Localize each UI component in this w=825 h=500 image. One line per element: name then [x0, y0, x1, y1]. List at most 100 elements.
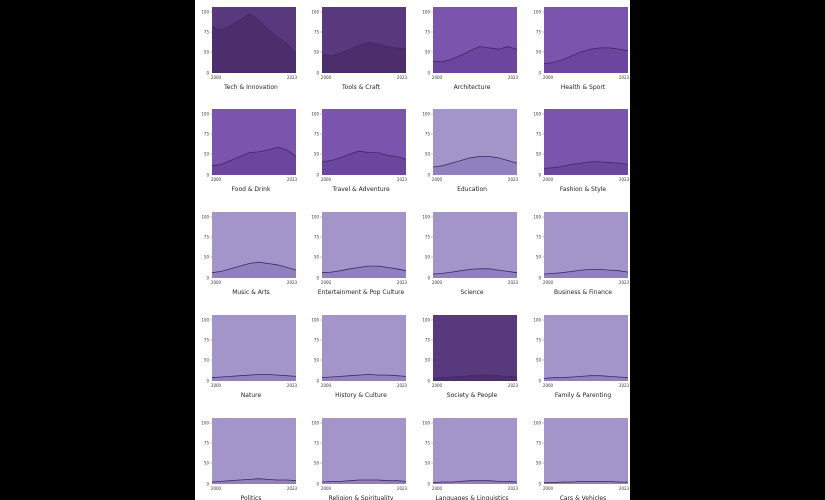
series-line: [321, 42, 407, 57]
y-tick-label: 75: [314, 132, 320, 137]
chart-cell: 100 75 50 0 2000 2023 Tools & Craft: [305, 2, 415, 102]
chart-title: Health & Sport: [560, 84, 606, 91]
y-tick-label: 0: [427, 173, 430, 178]
x-tick-label: 2000: [211, 280, 222, 285]
y-tick-label: 75: [204, 235, 210, 240]
chart-title: Tech & Innovation: [224, 84, 278, 91]
y-tick-label: 100: [311, 112, 319, 117]
y-tick-label: 100: [201, 112, 209, 117]
y-tick-label: 50: [204, 358, 210, 363]
area-series: [212, 13, 296, 74]
series-line: [321, 265, 407, 274]
plot-background: [212, 418, 296, 484]
series-line: [432, 480, 518, 484]
x-tick-label: 2000: [432, 280, 443, 285]
y-tick-label: 50: [425, 152, 431, 157]
plot-background: [433, 315, 517, 381]
x-tick-label: 2000: [321, 383, 332, 388]
y-tick-label: 0: [316, 276, 319, 281]
y-tick-label: 0: [206, 482, 209, 487]
area-series: [322, 374, 406, 381]
x-tick-label: 2023: [508, 383, 519, 388]
x-tick-label: 2000: [432, 383, 443, 388]
chart-cell: 100 75 50 0 2000 2023 Languages & Linguistics: [416, 413, 526, 500]
series-line: [432, 156, 518, 168]
chart-cell: 100 75 50 0 2000 2023 Cars & Vehicles: [527, 413, 630, 500]
y-tick-label: 0: [538, 173, 541, 178]
series-line: [321, 373, 407, 379]
chart-cell: 100 75 50 0 2000 2023 Business & Finance: [527, 207, 630, 307]
y-tick-label: 50: [204, 461, 210, 466]
x-tick-label: 2023: [508, 75, 519, 80]
chart-cell: 100 75 50 0 2000 2023 Food & Drink: [195, 104, 305, 204]
area-series: [322, 42, 406, 73]
y-tick-label: 75: [425, 441, 431, 446]
y-tick-label: 50: [536, 255, 542, 260]
chart-cell: 100 75 50 0 2000 2023 Religion & Spirituality: [305, 413, 415, 500]
chart-grid: 100 75 50 0 2000 2023 Tech & Innovation 100 75 50…: [195, 0, 630, 500]
x-tick-label: 2000: [543, 486, 554, 491]
area-series: [544, 47, 628, 73]
series-line: [211, 13, 297, 54]
y-tick-label: 0: [538, 379, 541, 384]
y-tick-label: 0: [538, 482, 541, 487]
y-tick-label: 75: [536, 235, 542, 240]
series-line: [211, 146, 297, 167]
x-tick-label: 2023: [619, 280, 630, 285]
y-tick-label: 50: [536, 50, 542, 55]
x-tick-label: 2000: [321, 280, 332, 285]
area-series: [212, 147, 296, 175]
y-tick-label: 75: [536, 441, 542, 446]
y-tick-label: 100: [311, 421, 319, 426]
y-tick-label: 50: [204, 255, 210, 260]
x-tick-label: 2000: [211, 177, 222, 182]
y-tick-label: 0: [206, 71, 209, 76]
chart-cell: 100 75 50 0 2000 2023 Nature: [195, 310, 305, 410]
y-tick-label: 0: [206, 276, 209, 281]
series-line: [321, 479, 407, 483]
y-tick-label: 75: [204, 441, 210, 446]
chart-title: Education: [457, 186, 487, 193]
series-line: [543, 375, 629, 379]
y-tick-label: 75: [536, 338, 542, 343]
y-tick-label: 75: [204, 30, 210, 35]
y-tick-label: 100: [422, 421, 430, 426]
y-tick-label: 100: [311, 318, 319, 323]
y-tick-label: 50: [425, 255, 431, 260]
y-tick-label: 100: [533, 318, 541, 323]
y-tick-label: 50: [314, 50, 320, 55]
chart-cell: 100 75 50 0 2000 2023 Architecture: [416, 2, 526, 102]
x-tick-label: 2000: [432, 177, 443, 182]
series-line: [432, 268, 518, 275]
series-line: [321, 150, 407, 163]
plot-background: [322, 315, 406, 381]
y-tick-label: 0: [538, 71, 541, 76]
y-tick-label: 0: [316, 379, 319, 384]
y-tick-label: 0: [316, 71, 319, 76]
chart-title: Religion & Spirituality: [328, 495, 394, 500]
area-series: [433, 268, 517, 278]
x-tick-label: 2000: [321, 75, 332, 80]
x-tick-label: 2023: [287, 75, 298, 80]
series-line: [211, 478, 297, 483]
y-tick-label: 0: [316, 173, 319, 178]
x-tick-label: 2023: [619, 75, 630, 80]
x-tick-label: 2023: [287, 280, 298, 285]
chart-title: Music & Arts: [232, 289, 270, 296]
x-tick-label: 2023: [397, 280, 408, 285]
y-tick-label: 100: [422, 215, 430, 220]
x-tick-label: 2000: [211, 486, 222, 491]
y-tick-label: 100: [311, 10, 319, 15]
chart-title: Politics: [240, 495, 262, 500]
y-tick-label: 75: [314, 338, 320, 343]
chart-cell: 100 75 50 0 2000 2023 Music & Arts: [195, 207, 305, 307]
y-tick-label: 100: [201, 10, 209, 15]
